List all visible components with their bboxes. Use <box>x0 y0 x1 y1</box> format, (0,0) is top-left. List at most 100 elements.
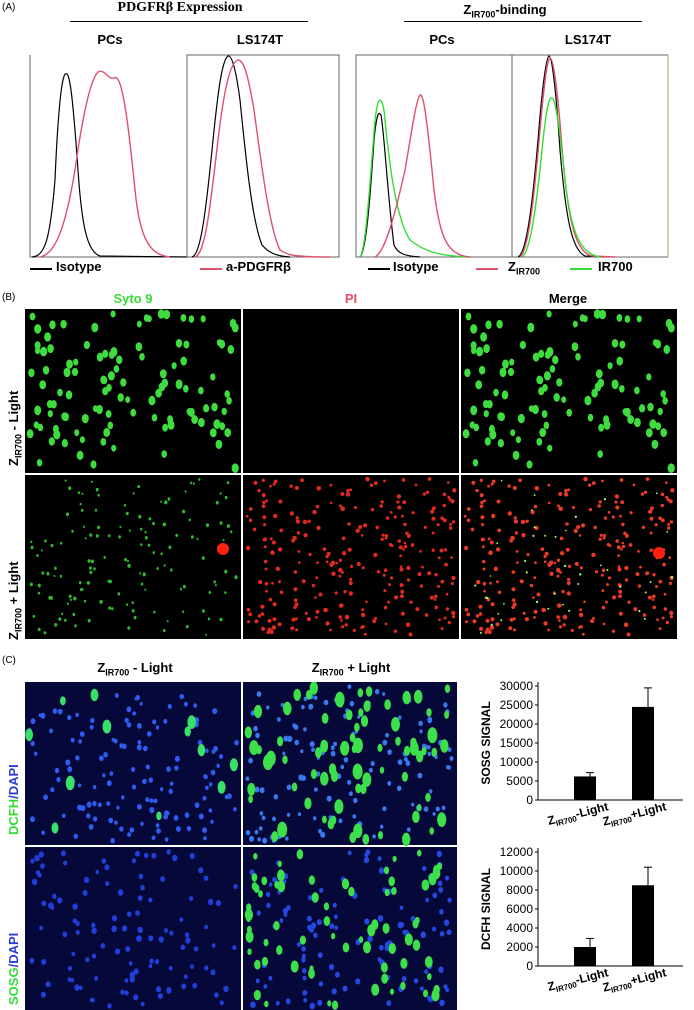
cell-nucleus <box>638 609 641 613</box>
cell-nucleus <box>185 625 189 629</box>
cell-nucleus <box>255 732 260 739</box>
cell-nucleus <box>533 616 536 619</box>
cell-nucleus <box>283 912 288 917</box>
cell-nucleus <box>373 481 378 485</box>
cell-nucleus <box>399 565 403 568</box>
cell-nucleus <box>475 614 480 618</box>
cell-nucleus <box>335 971 340 978</box>
cell-nucleus <box>358 708 364 717</box>
cell-nucleus <box>380 824 384 829</box>
cell-nucleus <box>329 923 335 929</box>
cell-nucleus <box>566 591 571 596</box>
cell-nucleus <box>402 500 407 505</box>
cell-nucleus <box>130 408 137 417</box>
panelb-row2-tail: + Light <box>6 561 21 605</box>
cell-nucleus <box>497 439 504 448</box>
cell-nucleus <box>618 594 622 599</box>
panelb-row1-main: Z <box>6 458 21 466</box>
cell-nucleus <box>105 881 110 887</box>
cell-nucleus <box>92 405 98 412</box>
cell-nucleus <box>476 346 484 357</box>
cell-nucleus <box>654 339 662 349</box>
cell-nucleus <box>480 515 485 520</box>
cell-nucleus <box>70 737 75 743</box>
cell-nucleus <box>363 941 371 954</box>
cell-nucleus <box>429 827 435 835</box>
cell-nucleus <box>38 713 42 717</box>
cell-nucleus <box>614 500 618 504</box>
cell-nucleus <box>212 708 218 715</box>
cell-nucleus <box>275 566 280 571</box>
cell-nucleus <box>263 938 269 947</box>
cell-nucleus <box>470 324 478 334</box>
cell-nucleus <box>111 607 114 611</box>
legend-isotype-1-swatch <box>30 268 52 270</box>
cell-nucleus <box>556 558 561 562</box>
cell-nucleus <box>607 511 611 514</box>
cell-nucleus <box>558 506 563 512</box>
cell-nucleus <box>168 545 172 550</box>
cell-nucleus <box>216 763 220 768</box>
cell-nucleus <box>92 785 97 790</box>
cell-nucleus <box>50 787 55 793</box>
cell-nucleus <box>90 480 93 483</box>
cell-nucleus <box>567 488 571 492</box>
cell-nucleus <box>301 946 306 952</box>
cell-nucleus <box>155 725 160 730</box>
cell-nucleus <box>542 384 548 392</box>
cell-nucleus <box>487 484 490 488</box>
cell-nucleus <box>338 615 343 619</box>
cell-nucleus <box>117 889 124 896</box>
cell-nucleus <box>164 810 169 816</box>
cell-nucleus <box>280 703 284 707</box>
cell-nucleus <box>437 556 441 560</box>
cell-nucleus <box>444 562 448 567</box>
cell-nucleus <box>226 524 230 528</box>
cell-nucleus <box>221 407 227 416</box>
cell-nucleus <box>272 876 277 883</box>
cell-nucleus <box>666 498 670 502</box>
cell-nucleus <box>496 580 499 584</box>
cell-nucleus <box>95 487 99 492</box>
cell-nucleus <box>657 407 663 416</box>
cell-nucleus <box>210 769 216 776</box>
cell-nucleus <box>155 823 160 828</box>
cell-nucleus <box>400 611 405 616</box>
cell-nucleus <box>611 515 615 519</box>
cell-nucleus <box>245 776 250 781</box>
cell-nucleus <box>394 595 399 600</box>
cell-nucleus <box>167 497 171 501</box>
histogram-pcs-pdgfr <box>29 55 188 258</box>
cell-nucleus <box>645 428 653 438</box>
cell-nucleus <box>519 340 526 350</box>
cell-nucleus <box>219 1000 224 1006</box>
cell-nucleus <box>349 577 353 581</box>
y-tick-label: 0 <box>526 959 533 973</box>
cell-nucleus <box>282 755 288 764</box>
cell-nucleus <box>213 419 221 429</box>
cell-nucleus <box>153 610 156 614</box>
cell-nucleus <box>188 518 191 522</box>
cell-nucleus <box>483 499 486 503</box>
cell-nucleus <box>644 591 647 594</box>
cell-nucleus <box>479 631 482 634</box>
cell-nucleus <box>294 739 300 746</box>
cell-nucleus <box>283 735 289 742</box>
cell-nucleus <box>602 536 606 540</box>
cell-nucleus <box>372 618 377 624</box>
cell-nucleus <box>156 567 159 570</box>
cell-nucleus <box>649 419 657 429</box>
cell-nucleus <box>513 516 517 520</box>
cell-nucleus <box>144 588 147 591</box>
cell-nucleus <box>511 598 516 603</box>
cell-nucleus <box>525 519 529 523</box>
cell-nucleus <box>315 504 320 509</box>
cell-nucleus <box>67 977 72 982</box>
cell-nucleus <box>541 607 546 613</box>
cell-nucleus <box>267 618 272 623</box>
cell-nucleus <box>626 632 631 637</box>
cell-nucleus <box>437 812 447 827</box>
cell-nucleus <box>660 492 665 497</box>
cell-nucleus <box>363 700 371 712</box>
cell-nucleus <box>182 584 186 589</box>
